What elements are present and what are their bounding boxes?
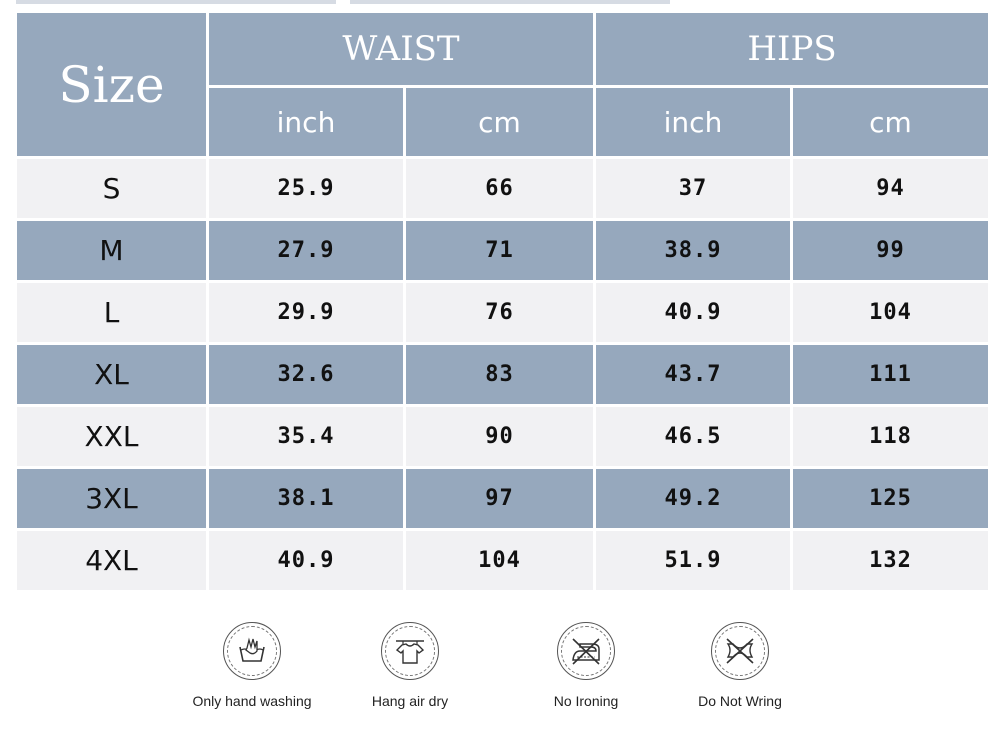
care-label: Do Not Wring xyxy=(698,693,782,709)
care-label: No Ironing xyxy=(553,693,619,709)
table-row: XL 32.6 83 43.7 111 xyxy=(14,342,991,407)
size-cell: XXL xyxy=(14,404,209,469)
size-cell: 3XL xyxy=(14,466,209,531)
size-cell: S xyxy=(14,156,209,221)
size-chart-table: Size WAIST HIPS inch cm inch cm S 25.9 6… xyxy=(14,10,991,593)
hips-inch-cell: 49.2 xyxy=(593,466,793,531)
table-row: 4XL 40.9 104 51.9 132 xyxy=(14,528,991,593)
waist-cm-cell: 76 xyxy=(403,280,596,345)
waist-cm-header: cm xyxy=(403,85,596,159)
care-hand-wash: Only hand washing xyxy=(182,622,322,709)
size-header: Size xyxy=(14,10,209,159)
hips-inch-cell: 51.9 xyxy=(593,528,793,593)
care-hang-dry: Hang air dry xyxy=(355,622,465,709)
hips-cm-cell: 111 xyxy=(790,342,991,407)
care-label: Only hand washing xyxy=(192,693,312,709)
size-cell: 4XL xyxy=(14,528,209,593)
hips-cm-cell: 118 xyxy=(790,404,991,469)
waist-inch-cell: 32.6 xyxy=(206,342,406,407)
waist-cm-cell: 90 xyxy=(403,404,596,469)
size-cell: L xyxy=(14,280,209,345)
hips-inch-cell: 43.7 xyxy=(593,342,793,407)
waist-inch-cell: 29.9 xyxy=(206,280,406,345)
table-row: XXL 35.4 90 46.5 118 xyxy=(14,404,991,469)
hips-inch-cell: 38.9 xyxy=(593,218,793,283)
hips-header: HIPS xyxy=(593,10,991,88)
waist-cm-cell: 66 xyxy=(403,156,596,221)
hang-dry-icon xyxy=(381,622,439,680)
waist-header: WAIST xyxy=(206,10,596,88)
waist-inch-cell: 25.9 xyxy=(206,156,406,221)
care-no-wring: Do Not Wring xyxy=(683,622,797,709)
no-wring-icon xyxy=(711,622,769,680)
waist-cm-cell: 71 xyxy=(403,218,596,283)
care-label: Hang air dry xyxy=(371,693,449,709)
waist-inch-cell: 40.9 xyxy=(206,528,406,593)
waist-inch-cell: 27.9 xyxy=(206,218,406,283)
hips-inch-cell: 40.9 xyxy=(593,280,793,345)
hips-cm-cell: 99 xyxy=(790,218,991,283)
table-row: M 27.9 71 38.9 99 xyxy=(14,218,991,283)
hips-cm-cell: 104 xyxy=(790,280,991,345)
care-no-iron: No Ironing xyxy=(531,622,641,709)
waist-cm-cell: 104 xyxy=(403,528,596,593)
table-row: 3XL 38.1 97 49.2 125 xyxy=(14,466,991,531)
hips-inch-cell: 37 xyxy=(593,156,793,221)
top-divider-left xyxy=(16,0,336,4)
size-cell: XL xyxy=(14,342,209,407)
hips-cm-cell: 125 xyxy=(790,466,991,531)
waist-cm-cell: 83 xyxy=(403,342,596,407)
hips-cm-cell: 132 xyxy=(790,528,991,593)
table-row: S 25.9 66 37 94 xyxy=(14,156,991,221)
waist-cm-cell: 97 xyxy=(403,466,596,531)
size-cell: M xyxy=(14,218,209,283)
table-row: L 29.9 76 40.9 104 xyxy=(14,280,991,345)
hips-cm-header: cm xyxy=(790,85,991,159)
top-divider-right xyxy=(350,0,670,4)
waist-inch-header: inch xyxy=(206,85,406,159)
hips-inch-cell: 46.5 xyxy=(593,404,793,469)
hips-cm-cell: 94 xyxy=(790,156,991,221)
waist-inch-cell: 35.4 xyxy=(206,404,406,469)
no-iron-icon xyxy=(557,622,615,680)
hand-wash-icon xyxy=(223,622,281,680)
hips-inch-header: inch xyxy=(593,85,793,159)
waist-inch-cell: 38.1 xyxy=(206,466,406,531)
